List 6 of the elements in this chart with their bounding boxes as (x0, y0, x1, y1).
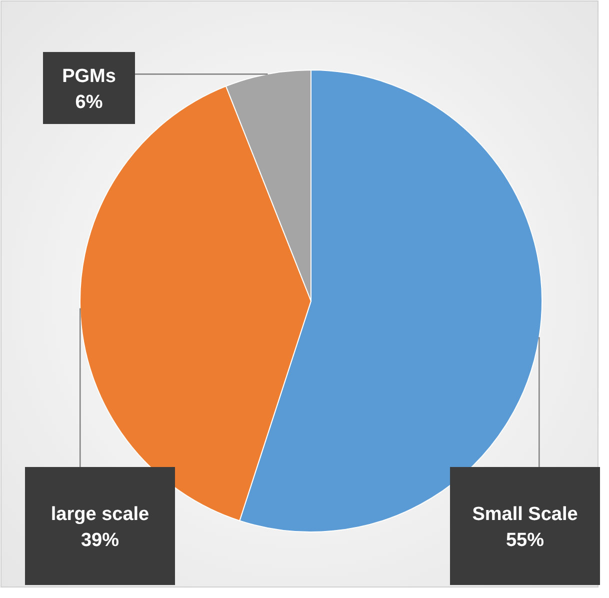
data-label: 55% (506, 530, 544, 551)
slice-label: PGMs (62, 66, 116, 87)
data-label: 39% (80, 530, 120, 551)
data-label: 6% (75, 92, 103, 113)
slice-label: Small Scale (472, 504, 578, 525)
slice-label: large scale (50, 504, 150, 525)
